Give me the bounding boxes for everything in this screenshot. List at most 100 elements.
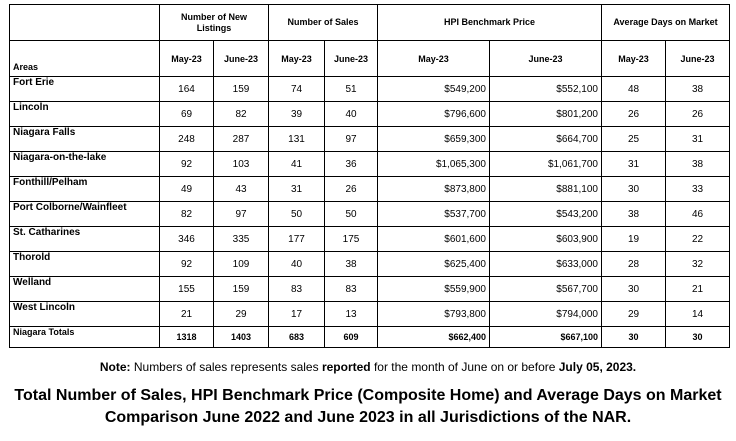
value-cell: 40 [268, 251, 325, 277]
value-cell: 31 [601, 151, 666, 177]
value-cell: 46 [665, 201, 730, 227]
value-cell: 30 [601, 176, 666, 202]
value-cell: $603,900 [489, 226, 602, 252]
table-body: Fort Erie 164 159 74 51 $549,200 $552,100 48 38 L… [9, 76, 730, 348]
group-header-row: Number of New Listings Number of Sales H… [9, 4, 730, 41]
value-cell: 26 [324, 176, 378, 202]
value-cell: 50 [324, 201, 378, 227]
table-row: Lincoln 69 82 39 40 $796,600 $801,200 26 26 [9, 101, 730, 127]
value-cell: 155 [159, 276, 214, 302]
month-header: May-23 [377, 40, 490, 77]
value-cell: 131 [268, 126, 325, 152]
area-name-cell: Thorold [9, 251, 160, 277]
value-cell: $537,700 [377, 201, 490, 227]
value-cell: 30 [665, 326, 730, 348]
value-cell: 31 [665, 126, 730, 152]
value-cell: 335 [213, 226, 269, 252]
area-name-cell: Lincoln [9, 101, 160, 127]
area-name-cell: Niagara-on-the-lake [9, 151, 160, 177]
value-cell: 30 [601, 326, 666, 348]
value-cell: 159 [213, 276, 269, 302]
area-name-cell: St. Catharines [9, 226, 160, 252]
value-cell: 32 [665, 251, 730, 277]
table-row: Welland 155 159 83 83 $559,900 $567,700 30 21 [9, 276, 730, 302]
value-cell: 1318 [159, 326, 214, 348]
table-row: Fort Erie 164 159 74 51 $549,200 $552,100 48 38 [9, 76, 730, 102]
note-text-middle: for the month of June on or before [370, 360, 559, 374]
note-label: Note: [99, 360, 131, 374]
totals-row: Niagara Totals 1318 1403 683 609 $662,400 $667… [9, 326, 730, 348]
value-cell: 1403 [213, 326, 269, 348]
value-cell: 177 [268, 226, 325, 252]
table-row: West Lincoln 21 29 17 13 $793,800 $794,000 29 14 [9, 301, 730, 327]
value-cell: 83 [324, 276, 378, 302]
value-cell: 29 [601, 301, 666, 327]
value-cell: $659,300 [377, 126, 490, 152]
value-cell: $552,100 [489, 76, 602, 102]
value-cell: 26 [665, 101, 730, 127]
value-cell: $662,400 [377, 326, 490, 348]
value-cell: 92 [159, 151, 214, 177]
market-statistics-table: Number of New Listings Number of Sales H… [9, 4, 730, 348]
area-name-cell: Welland [9, 276, 160, 302]
table-row: Niagara-on-the-lake 92 103 41 36 $1,065,300 $1… [9, 151, 730, 177]
value-cell: 29 [213, 301, 269, 327]
value-cell: 346 [159, 226, 214, 252]
value-cell: $796,600 [377, 101, 490, 127]
month-header: June-23 [324, 40, 378, 77]
month-header: June-23 [213, 40, 269, 77]
value-cell: 287 [213, 126, 269, 152]
value-cell: $1,061,700 [489, 151, 602, 177]
value-cell: 83 [268, 276, 325, 302]
value-cell: 92 [159, 251, 214, 277]
value-cell: $801,200 [489, 101, 602, 127]
value-cell: 38 [601, 201, 666, 227]
value-cell: 82 [159, 201, 214, 227]
new-listings-header: Number of New Listings [159, 4, 269, 41]
month-header: June-23 [489, 40, 602, 77]
value-cell: 36 [324, 151, 378, 177]
table-row: Thorold 92 109 40 38 $625,400 $633,000 28 32 [9, 251, 730, 277]
value-cell: $567,700 [489, 276, 602, 302]
days-on-market-header: Average Days on Market [601, 4, 730, 41]
month-header-row: Areas May-23 June-23 May-23 June-23 May-… [9, 40, 730, 77]
area-name-cell: West Lincoln [9, 301, 160, 327]
value-cell: 43 [213, 176, 269, 202]
value-cell: $793,800 [377, 301, 490, 327]
value-cell: 109 [213, 251, 269, 277]
value-cell: 50 [268, 201, 325, 227]
value-cell: $543,200 [489, 201, 602, 227]
value-cell: $667,100 [489, 326, 602, 348]
value-cell: $794,000 [489, 301, 602, 327]
value-cell: 164 [159, 76, 214, 102]
value-cell: $559,900 [377, 276, 490, 302]
value-cell: $601,600 [377, 226, 490, 252]
note-date: July 05, 2023. [558, 360, 637, 374]
value-cell: 49 [159, 176, 214, 202]
value-cell: 103 [213, 151, 269, 177]
value-cell: 48 [601, 76, 666, 102]
area-name-cell: Fonthill/Pelham [9, 176, 160, 202]
value-cell: 39 [268, 101, 325, 127]
value-cell: 74 [268, 76, 325, 102]
value-cell: 21 [159, 301, 214, 327]
value-cell: 17 [268, 301, 325, 327]
table-row: Port Colborne/Wainfleet 82 97 50 50 $537,700 $… [9, 201, 730, 227]
value-cell: 13 [324, 301, 378, 327]
area-name-cell: Niagara Totals [9, 326, 160, 348]
area-name-cell: Port Colborne/Wainfleet [9, 201, 160, 227]
value-cell: 22 [665, 226, 730, 252]
value-cell: 38 [665, 76, 730, 102]
value-cell: 51 [324, 76, 378, 102]
value-cell: 28 [601, 251, 666, 277]
value-cell: $664,700 [489, 126, 602, 152]
value-cell: 248 [159, 126, 214, 152]
value-cell: 97 [213, 201, 269, 227]
hpi-price-header: HPI Benchmark Price [377, 4, 602, 41]
value-cell: $881,100 [489, 176, 602, 202]
value-cell: 683 [268, 326, 325, 348]
value-cell: $873,800 [377, 176, 490, 202]
value-cell: 30 [601, 276, 666, 302]
value-cell: 33 [665, 176, 730, 202]
note-emphasis: reported [321, 360, 371, 374]
